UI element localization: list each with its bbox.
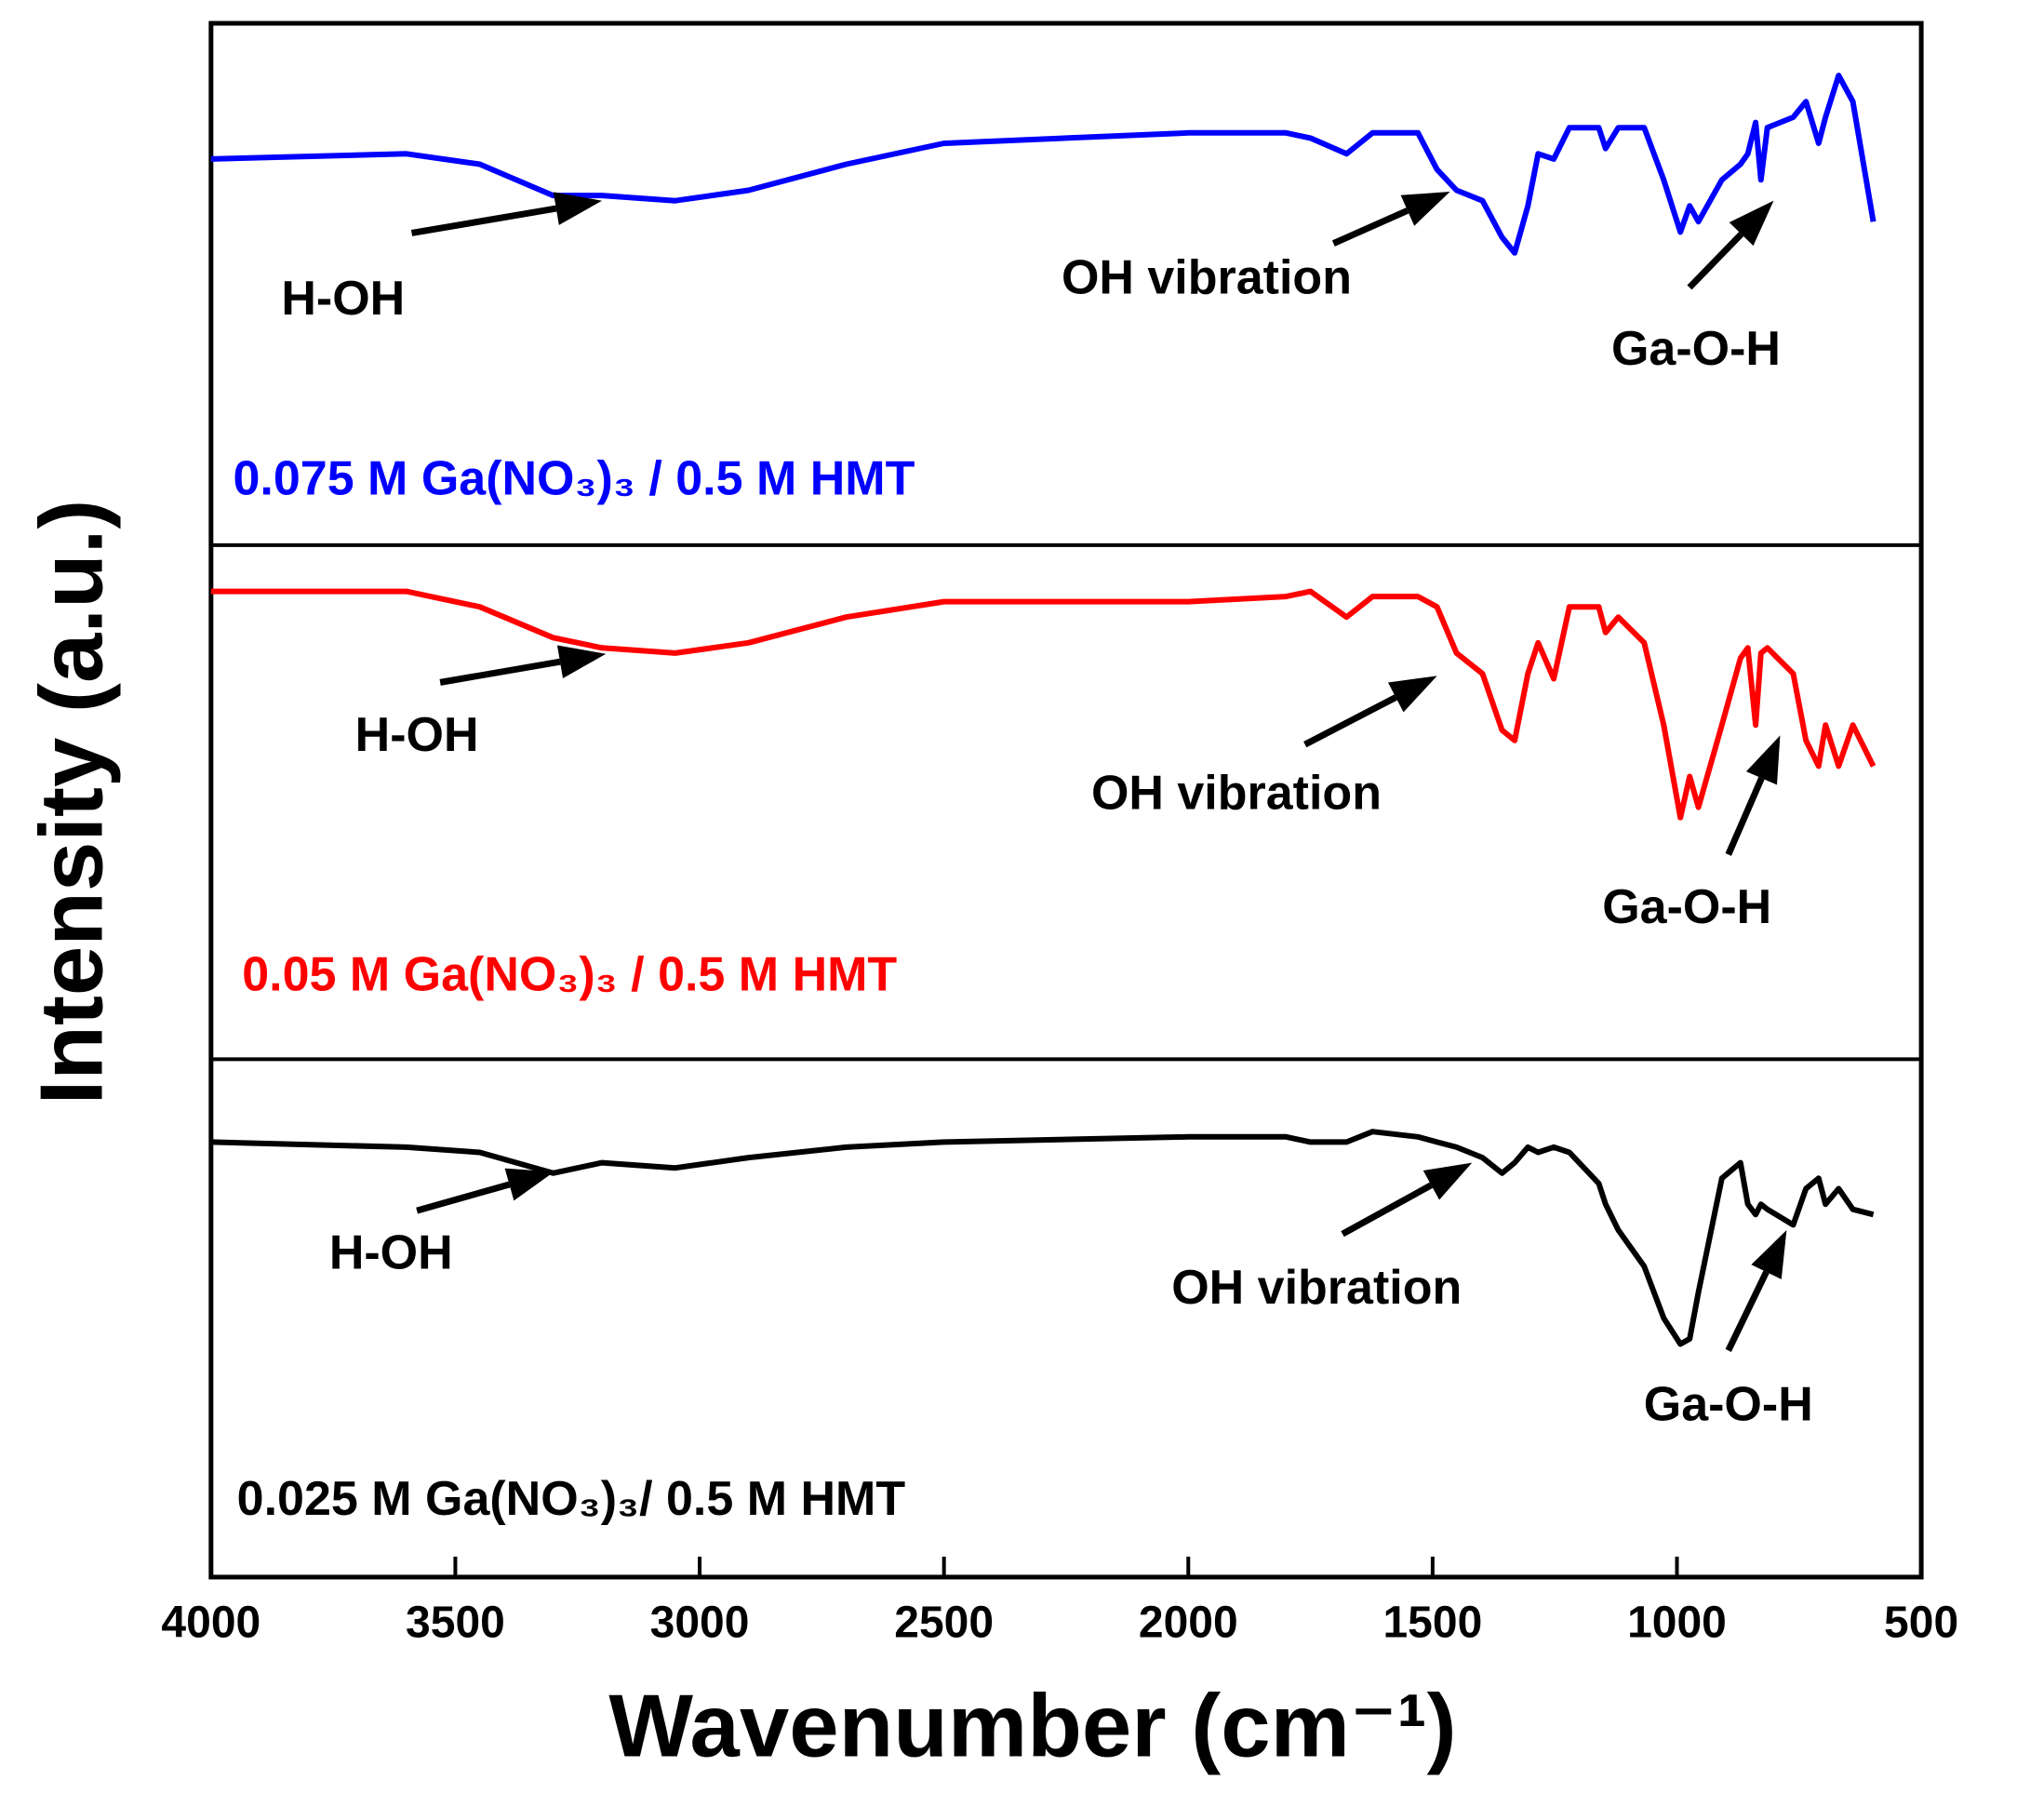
annotation-arrow bbox=[1341, 1182, 1434, 1238]
annotation-label: OH vibration bbox=[1091, 767, 1382, 821]
annotation-label: H-OH bbox=[281, 272, 405, 326]
x-axis-label: Wavenumber (cm⁻¹) bbox=[608, 1676, 1456, 1775]
annotation-arrowhead bbox=[556, 645, 607, 678]
annotation-arrowhead bbox=[504, 1168, 554, 1201]
x-tick-label: 3500 bbox=[406, 1599, 505, 1648]
annotation-arrow bbox=[1725, 1270, 1770, 1352]
annotation-arrowhead bbox=[1387, 676, 1437, 713]
annotation-arrow bbox=[1687, 232, 1744, 290]
plot-frame bbox=[208, 20, 1924, 1580]
spectrum-line bbox=[210, 73, 1876, 256]
annotation-label: Ga-O-H bbox=[1644, 1377, 1813, 1431]
annotation-arrow bbox=[439, 658, 561, 686]
annotation-label: Ga-O-H bbox=[1611, 322, 1781, 376]
annotation-label: H-OH bbox=[329, 1226, 453, 1280]
annotation-arrow bbox=[1303, 694, 1397, 748]
x-tick-label: 4000 bbox=[161, 1599, 260, 1648]
annotation-label: Ga-O-H bbox=[1602, 880, 1771, 934]
series-label: 0.025 M Ga(NO₃)₃/ 0.5 M HMT bbox=[237, 1472, 906, 1526]
annotation-arrowhead bbox=[1729, 200, 1774, 247]
annotation-label: OH vibration bbox=[1062, 251, 1352, 305]
x-tick-label: 3000 bbox=[650, 1599, 750, 1648]
annotation-label: H-OH bbox=[355, 708, 479, 762]
series-label: 0.05 M Ga(NO₃)₃ / 0.5 M HMT bbox=[242, 947, 897, 1001]
annotation-arrow bbox=[416, 1181, 511, 1214]
annotation-arrow bbox=[1331, 207, 1409, 247]
annotation-arrowhead bbox=[1751, 1230, 1787, 1279]
spectrum-line bbox=[210, 1129, 1875, 1347]
annotation-arrow bbox=[410, 205, 557, 236]
x-tick-label: 1000 bbox=[1627, 1599, 1727, 1648]
x-tick-label: 1500 bbox=[1382, 1599, 1482, 1648]
y-axis-label: Intensity (a.u.) bbox=[21, 500, 121, 1105]
annotation-arrow bbox=[1725, 776, 1765, 856]
annotation-arrowhead bbox=[1422, 1162, 1473, 1200]
x-tick-label: 500 bbox=[1884, 1599, 1958, 1648]
spectrum-line bbox=[210, 588, 1876, 821]
annotation-arrowhead bbox=[553, 192, 603, 225]
annotation-label: OH vibration bbox=[1171, 1261, 1462, 1315]
annotation-arrowhead bbox=[1400, 191, 1450, 226]
x-tick-label: 2000 bbox=[1139, 1599, 1238, 1648]
annotation-arrowhead bbox=[1745, 735, 1781, 785]
x-tick-label: 2500 bbox=[894, 1599, 994, 1648]
series-label: 0.075 M Ga(NO₃)₃ / 0.5 M HMT bbox=[233, 451, 915, 505]
